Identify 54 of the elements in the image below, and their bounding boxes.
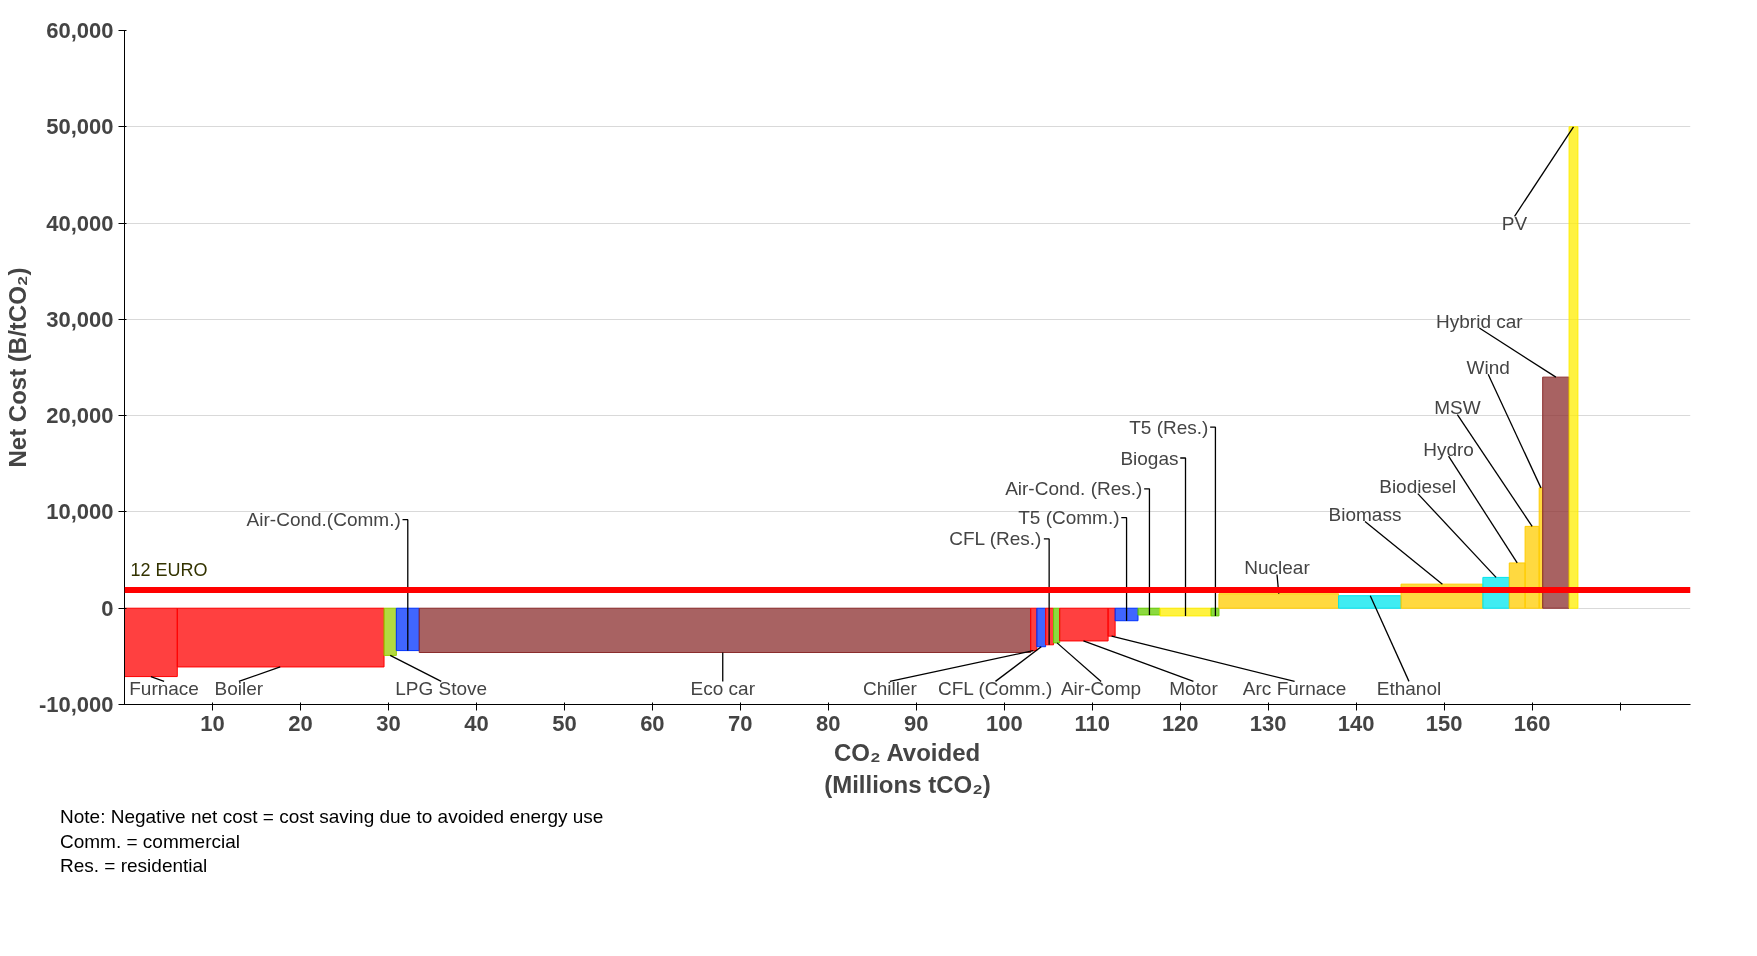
x-tick-label: 60 [640,710,665,736]
annotation: Air-Cond. (Res.) [1005,478,1143,500]
annotation: Ethanol [1376,677,1442,699]
y-axis-title: Net Cost (B/tCO₂) [3,267,31,468]
annotation: Air-Comp [1060,677,1142,699]
annotation: Chiller [862,677,918,699]
y-tick-label: 10,000 [46,499,114,525]
annotation: Eco car [690,677,756,699]
annotation: Hydro [1423,438,1474,460]
text: Res. = residential [60,854,209,879]
x-tick-label: 140 [1337,710,1375,736]
x-tick-label: 80 [816,710,841,736]
annotation: Boiler [214,677,264,699]
x-tick-label: 10 [200,710,225,736]
x-axis-title: CO₂ Avoided (Millions tCO₂) [824,738,991,798]
y-tick-label: 30,000 [46,306,114,332]
annotation: Motor [1169,677,1219,699]
ref-line-label: 12 EURO [130,559,208,580]
x-tick-label: 100 [985,710,1023,736]
x-tick-label: 130 [1249,710,1287,736]
x-tick-label: 160 [1513,710,1551,736]
text: Comm. = commercial [60,829,241,854]
annotation: CFL (Res.) [949,528,1042,550]
annotation: T5 (Comm.) [1018,507,1120,529]
x-tick-label: 90 [904,710,929,736]
annotation: Biogas [1120,447,1179,469]
x-tick-label: 70 [728,710,753,736]
annotation: LPG Stove [395,677,488,699]
annotation: Furnace [129,677,199,699]
x-tick-label: 40 [464,710,489,736]
y-tick-label: -10,000 [38,692,114,717]
annotation: Biodiesel [1379,476,1457,498]
x-tick-label: 20 [288,710,313,736]
annotation: CFL (Comm.) [937,677,1053,699]
annotation: MSW [1434,397,1481,419]
x-tick-label: 110 [1074,710,1111,736]
annotation: Nuclear [1244,557,1311,579]
y-tick-label: 50,000 [46,114,114,140]
annotation: Biomass [1328,504,1402,526]
annotation: T5 (Res.) [1129,416,1209,438]
x-tick-label: 50 [552,710,577,736]
annotation: Air-Cond.(Comm.) [246,509,401,531]
text: Note: Negative net cost = cost saving due to avoided energy use [60,805,604,829]
x-tick-label: 30 [376,710,401,736]
x-tick-label: 120 [1161,710,1199,736]
annotation: Wind [1466,357,1510,378]
y-tick-label: 0 [101,595,114,621]
annotation: Arc Furnace [1242,677,1347,699]
y-tick-label: 60,000 [46,18,114,43]
annotation: Hybrid car [1436,310,1524,332]
y-tick-label: 40,000 [46,210,114,236]
x-tick-label: 150 [1425,710,1463,736]
annotation: PV [1501,212,1528,234]
y-tick-label: 20,000 [46,403,114,429]
